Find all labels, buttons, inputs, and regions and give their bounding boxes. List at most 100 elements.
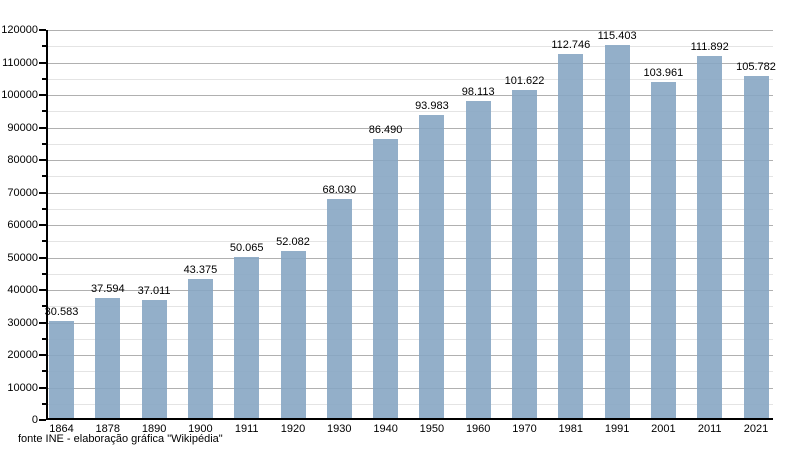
gridline-minor	[48, 338, 773, 340]
y-axis-label: 80000	[7, 154, 38, 166]
bar-value-label: 115.403	[597, 29, 637, 42]
gridline-major	[48, 290, 773, 291]
bar-value-label: 52.082	[276, 235, 310, 248]
bar-1970	[512, 89, 537, 420]
y-axis-label: 40000	[7, 284, 38, 296]
x-axis-label: 2011	[697, 423, 722, 435]
plot-area: 30.583 37.594 37.011 43.375 50.065 52.082 68.0…	[45, 29, 776, 420]
y-axis-tick-minor	[42, 45, 46, 48]
gridline-minor	[48, 241, 773, 243]
y-axis-tick-major	[39, 321, 46, 324]
gridline-major	[48, 387, 773, 389]
gridline-minor	[48, 176, 773, 178]
y-axis-label: 10000	[7, 381, 38, 394]
bar-value-label: 37.594	[90, 282, 125, 295]
bar-2001	[650, 82, 676, 420]
gridline-major	[48, 355, 773, 356]
bar-1981	[558, 53, 584, 420]
bar-1960	[465, 101, 491, 420]
gridline-major	[48, 160, 773, 161]
gridline-major	[48, 225, 773, 226]
y-axis-label: 60000	[7, 219, 38, 231]
y-axis-tick-major	[39, 94, 46, 96]
gridline-minor	[48, 273, 773, 275]
y-axis-tick-minor	[42, 110, 46, 113]
y-axis-tick-major	[39, 61, 46, 64]
bar-1940	[373, 138, 399, 420]
bar-value-label: 98.113	[461, 86, 495, 99]
y-axis-tick-major	[39, 29, 46, 31]
x-axis-label: 1864	[49, 423, 74, 435]
gridline-major	[48, 95, 773, 96]
x-axis-label: 1970	[512, 423, 537, 435]
y-axis-tick-minor	[42, 207, 46, 210]
y-axis-tick-major	[39, 419, 46, 421]
gridline-major	[48, 62, 773, 64]
bar-value-label: 93.983	[415, 99, 449, 112]
bar-value-label: 86.490	[368, 123, 403, 136]
x-axis-label: 1991	[604, 423, 630, 435]
y-axis-label: 120000	[1, 24, 38, 36]
y-axis-label: 0	[31, 414, 38, 426]
y-axis-tick-major	[39, 126, 46, 129]
bar-1950	[419, 114, 445, 420]
y-axis-label: 70000	[7, 186, 38, 199]
bar-value-label: 37.011	[137, 284, 171, 297]
gridline-major	[48, 30, 773, 31]
bar-value-label: 105.782	[736, 61, 776, 74]
gridline-minor	[48, 78, 773, 80]
bar-2011	[697, 56, 723, 420]
gridline-major	[48, 322, 773, 324]
y-axis-tick-major	[39, 354, 46, 356]
bar-1920	[280, 250, 306, 420]
y-axis-tick-minor	[42, 240, 46, 243]
y-axis-label: 30000	[7, 316, 38, 329]
gridline-major	[48, 192, 773, 194]
y-axis-tick-major	[39, 256, 46, 259]
gridline-major	[48, 127, 773, 129]
gridline-minor	[48, 143, 773, 145]
x-axis-label: 1911	[234, 423, 259, 435]
y-axis-tick-minor	[42, 402, 46, 405]
bar-value-label: 111.892	[690, 41, 729, 54]
bar-value-label: 43.375	[183, 264, 218, 276]
y-axis-tick-major	[39, 191, 46, 194]
y-axis-tick-minor	[42, 272, 46, 275]
x-axis-label: 1950	[419, 423, 445, 435]
y-axis-line	[46, 30, 48, 420]
y-axis-label: 20000	[7, 349, 38, 361]
x-axis-label: 2001	[651, 423, 676, 435]
gridline-minor	[48, 208, 773, 210]
bar-1890	[141, 299, 167, 420]
gridline-minor	[48, 306, 773, 308]
source-note: fonte INE - elaboração gráfica "Wikipédi…	[18, 433, 223, 445]
x-axis-label: 1930	[327, 423, 352, 435]
gridline-minor	[48, 403, 773, 405]
x-axis-label: 1981	[558, 423, 584, 435]
y-axis-label: 90000	[7, 121, 38, 134]
y-axis-tick-minor	[42, 305, 46, 308]
gridline-major	[48, 257, 773, 259]
y-axis-tick-major	[39, 386, 46, 389]
bar-1991	[604, 44, 630, 420]
y-axis-tick-minor	[42, 142, 46, 145]
x-axis-label: 1960	[465, 423, 491, 435]
gridline-minor	[48, 371, 773, 373]
bar-1930	[326, 198, 352, 420]
y-axis-tick-major	[39, 224, 46, 226]
bar-value-label: 30.583	[44, 305, 79, 318]
bar-value-label: 50.065	[229, 242, 264, 255]
y-axis-tick-minor	[42, 77, 46, 80]
bar-value-label: 101.622	[504, 74, 545, 87]
bar-1878	[95, 297, 121, 420]
x-axis-label: 1900	[188, 423, 213, 435]
x-axis-label: 1940	[373, 423, 398, 435]
y-axis-tick-major	[39, 289, 46, 291]
bar-1900	[187, 279, 213, 420]
x-axis-label: 1920	[280, 423, 306, 435]
x-axis-label: 2021	[743, 423, 769, 435]
y-axis-tick-minor	[42, 337, 46, 340]
y-axis-tick-major	[39, 159, 46, 161]
y-axis-tick-minor	[42, 175, 46, 178]
